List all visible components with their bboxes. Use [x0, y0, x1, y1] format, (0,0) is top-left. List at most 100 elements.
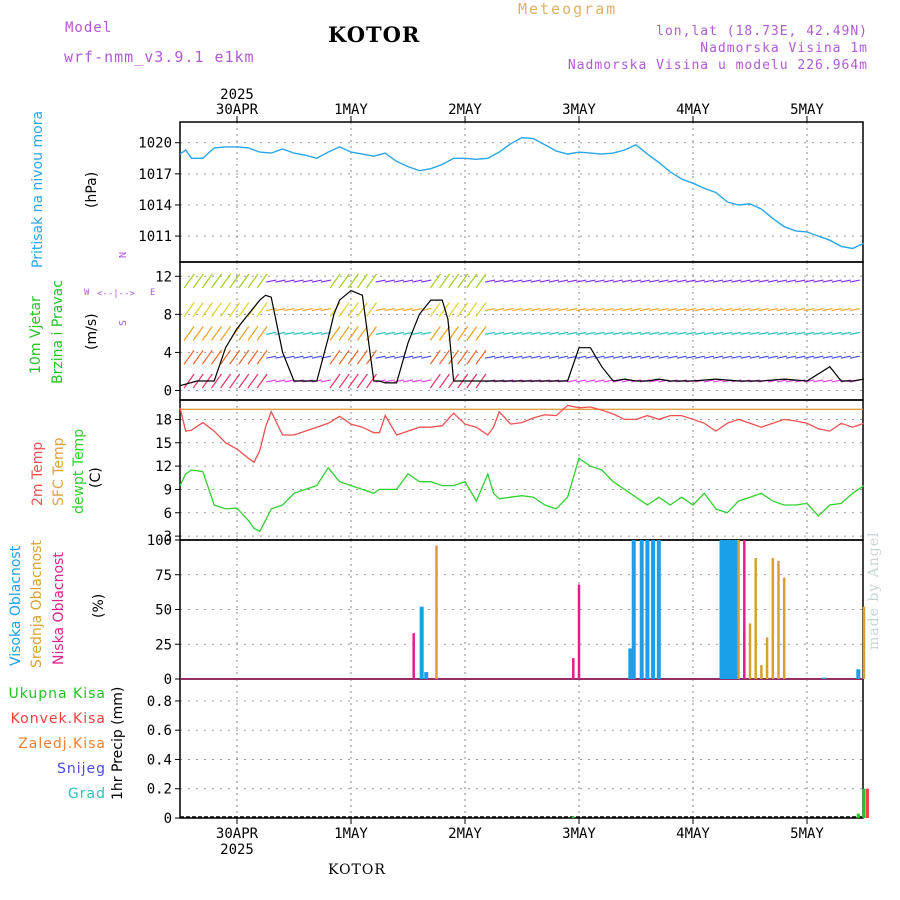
wind-ytick-label: 12 — [155, 269, 172, 285]
wind-barb — [284, 279, 295, 283]
wind-barb — [539, 355, 550, 359]
precip-ytick-label: 0.4 — [147, 752, 172, 768]
wind-barb — [703, 331, 715, 335]
wind-barb — [612, 331, 623, 335]
wind-barb — [393, 331, 404, 335]
wind-barb — [813, 307, 824, 312]
wind-barb — [238, 273, 250, 289]
wind-barb — [603, 279, 614, 283]
wind-barb — [238, 373, 250, 389]
wind-barb — [831, 307, 842, 312]
wind-barb — [840, 331, 851, 335]
wind-barb — [466, 273, 478, 289]
wind-barb — [758, 331, 769, 335]
wind-barb — [685, 307, 696, 312]
wind-barb — [676, 355, 687, 359]
precip-legend-frz: Zaledj.Kisa — [18, 736, 106, 752]
wind-barb — [795, 279, 806, 283]
wind-barb — [749, 355, 760, 359]
wind-barb — [758, 279, 769, 283]
wind-barb — [421, 279, 432, 283]
dewpt-line — [179, 457, 865, 533]
wind-barb — [183, 349, 195, 365]
cloud-low-bar — [743, 540, 746, 679]
temp-ytick-label: 9 — [164, 482, 172, 498]
wind-barb — [384, 355, 395, 359]
wind-barb — [785, 307, 797, 312]
cloud-ytick-label: 25 — [155, 637, 172, 653]
compass-s: S — [118, 319, 129, 326]
cloud-high-bar — [728, 540, 733, 679]
wind-barb — [412, 379, 423, 383]
day-label-bottom: 30APR — [216, 826, 259, 842]
temp-ytick-label: 15 — [155, 436, 172, 452]
wind-barb — [457, 302, 469, 317]
wind-barb — [676, 331, 687, 335]
wind-barb — [849, 279, 860, 283]
wind-barb — [384, 279, 395, 283]
wind-barb — [448, 326, 460, 341]
cloud-mid-bar — [771, 558, 775, 679]
wind-barb — [402, 279, 414, 283]
wind-barb — [210, 326, 222, 341]
model-label: Model — [65, 20, 113, 36]
wind-barb — [366, 302, 378, 317]
wind-barb — [530, 355, 541, 359]
wind-barb — [630, 355, 642, 359]
wind-barb — [210, 273, 222, 289]
cloud-unit: (%) — [91, 593, 107, 618]
wind-barb — [448, 349, 460, 365]
temp-frame — [179, 399, 864, 541]
wind-barb — [438, 373, 450, 389]
wind-barb — [712, 355, 724, 359]
wind-barb — [256, 373, 268, 389]
precip-legend-hail: Grad — [67, 786, 106, 802]
wind-barb — [275, 379, 286, 383]
wind-barb — [229, 373, 241, 389]
temp2m-line — [179, 404, 865, 464]
wind-barb — [201, 302, 213, 317]
wind-barb — [484, 279, 496, 283]
wind-speed-line — [179, 289, 865, 387]
wind-barb — [649, 307, 660, 312]
wind-barb — [384, 331, 395, 335]
wind-barb — [402, 331, 414, 335]
cloud-high-bar — [656, 540, 661, 679]
wind-barb — [722, 355, 733, 359]
pressure-frame — [179, 121, 864, 263]
wind-barb — [275, 307, 286, 312]
wind-barb — [320, 379, 332, 383]
wind-barb — [429, 273, 441, 289]
cloud-high-bar — [734, 540, 739, 679]
precip-legend-snow: Snijeg — [56, 761, 106, 777]
wind-barb — [402, 379, 414, 383]
wind-barb — [576, 379, 587, 383]
wind-barb — [776, 307, 788, 312]
wind-barb — [658, 331, 669, 335]
cloud-high-bar — [856, 669, 861, 679]
wind-barb — [712, 379, 724, 383]
wind-barb — [503, 331, 514, 335]
wind-barb — [731, 279, 742, 283]
cloud-mid-bar — [760, 665, 763, 679]
cloud-low-bar — [572, 658, 575, 679]
wind-barb — [703, 279, 715, 283]
wind-barb — [521, 355, 532, 359]
wind-barb — [210, 349, 222, 365]
wind-barb — [758, 307, 769, 312]
wind-barb — [649, 355, 660, 359]
wind-barb — [429, 373, 441, 389]
wind-barb — [567, 331, 578, 335]
wind-barb — [557, 279, 569, 283]
wind-barb — [703, 355, 715, 359]
precip-total-bar — [862, 788, 866, 818]
wind-barb — [247, 373, 259, 389]
wind-barb — [421, 355, 432, 359]
wind-barb — [256, 326, 268, 341]
cloud-low-bar — [577, 584, 581, 679]
wind-barb — [585, 355, 596, 359]
wind-barb — [667, 307, 678, 312]
wind-barb — [503, 279, 514, 283]
wind-barb — [475, 326, 487, 341]
cloud-frame — [179, 539, 864, 680]
